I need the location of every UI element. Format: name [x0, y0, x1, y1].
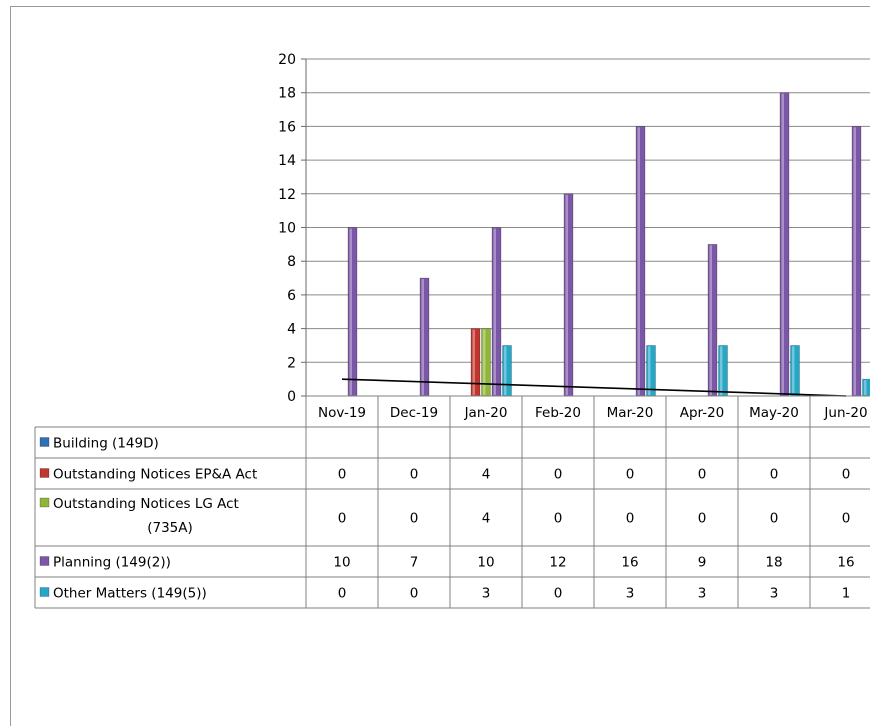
bar	[482, 329, 491, 396]
bar	[719, 345, 728, 396]
x-tick-label: Dec-19	[390, 405, 438, 421]
x-tick-label: May-20	[749, 405, 799, 421]
data-cell: 7	[410, 555, 419, 571]
data-cell: 12	[549, 555, 566, 571]
bar-highlight	[792, 346, 795, 395]
y-tick-label: 0	[287, 389, 296, 405]
bar	[852, 126, 861, 396]
bars	[348, 93, 870, 396]
x-tick-label: Jan-20	[464, 405, 508, 421]
data-cell: 4	[482, 467, 491, 483]
data-cell: 0	[842, 511, 851, 527]
data-cell: 0	[770, 511, 779, 527]
data-cell: 1	[842, 586, 851, 602]
bar-highlight	[854, 127, 857, 395]
y-tick-label: 14	[278, 153, 296, 169]
bar	[420, 278, 429, 396]
legend-swatch	[40, 469, 49, 478]
data-cell: 4	[482, 511, 491, 527]
data-cell: 0	[410, 467, 419, 483]
y-tick-label: 20	[278, 52, 296, 68]
bar-highlight	[483, 330, 486, 395]
y-tick-label: 12	[278, 187, 296, 203]
data-cell: 10	[333, 555, 350, 571]
bar-highlight	[782, 94, 785, 395]
series-label: Outstanding Notices LG Act	[53, 496, 239, 512]
bar	[636, 126, 645, 396]
data-cell: 0	[842, 467, 851, 483]
data-cell: 0	[338, 467, 347, 483]
legend-swatch	[40, 498, 49, 507]
bar	[564, 194, 573, 396]
y-tick-label: 4	[287, 322, 296, 338]
y-tick-label: 8	[287, 254, 296, 270]
bar-highlight	[494, 229, 497, 396]
bar-highlight	[638, 127, 641, 395]
bar	[791, 345, 800, 396]
bar-highlight	[504, 346, 507, 395]
data-cell: 3	[482, 586, 491, 602]
bar	[647, 345, 656, 396]
bar	[503, 345, 512, 396]
data-cell: 0	[338, 586, 347, 602]
data-cell: 0	[338, 511, 347, 527]
data-cell: 0	[626, 467, 635, 483]
data-cell: 0	[554, 511, 563, 527]
trendline	[342, 379, 846, 396]
data-cell: 0	[770, 467, 779, 483]
data-cell: 0	[698, 511, 707, 527]
series-label: Building (149D)	[53, 436, 159, 452]
bar-highlight	[350, 229, 353, 396]
x-tick-label: Apr-20	[680, 405, 725, 421]
bar	[708, 244, 717, 396]
bar-highlight	[648, 346, 651, 395]
bar	[492, 228, 501, 397]
data-cell: 0	[626, 511, 635, 527]
x-tick-label: Nov-19	[318, 405, 366, 421]
legend-swatch	[40, 438, 49, 447]
legend-swatch	[40, 557, 49, 566]
bar-highlight	[710, 245, 713, 395]
data-cell: 16	[621, 555, 638, 571]
data-cell: 16	[837, 555, 854, 571]
series-label: Other Matters (149(5))	[53, 586, 207, 602]
y-axis: 0 2 4 6 8 10 12 14 16 18 20	[278, 52, 306, 405]
series-label: Planning (149(2))	[53, 555, 171, 571]
bar-highlight	[864, 380, 867, 395]
data-cell: 9	[698, 555, 707, 571]
data-cell: 0	[410, 586, 419, 602]
data-cell: 0	[554, 586, 563, 602]
bar-highlight	[422, 279, 425, 395]
bar	[780, 93, 789, 396]
bar	[348, 228, 357, 397]
data-table: Nov-19 Dec-19 Jan-20 Feb-20 Mar-20 Apr-20 May-…	[35, 396, 870, 608]
y-tick-label: 16	[278, 119, 296, 135]
y-tick-label: 10	[278, 221, 296, 237]
y-tick-label: 18	[278, 86, 296, 102]
data-cell: 10	[477, 555, 494, 571]
series-label: (735A)	[147, 520, 193, 536]
x-tick-label: Mar-20	[607, 405, 654, 421]
bar-highlight	[720, 346, 723, 395]
data-cell: 3	[698, 586, 707, 602]
data-cell: 0	[698, 467, 707, 483]
series-label: Outstanding Notices EP&A Act	[53, 467, 257, 483]
data-cell: 0	[554, 467, 563, 483]
x-tick-label: Feb-20	[535, 405, 581, 421]
data-cell: 3	[626, 586, 635, 602]
trendline-line	[342, 379, 846, 396]
y-tick-label: 2	[287, 355, 296, 371]
data-cell: 18	[765, 555, 782, 571]
bar-highlight	[473, 330, 476, 395]
bar-highlight	[566, 195, 569, 395]
legend-swatch	[40, 588, 49, 597]
x-tick-label: Jun-20	[823, 405, 867, 421]
data-cell: 0	[410, 511, 419, 527]
bar	[471, 329, 480, 396]
y-tick-label: 6	[287, 288, 296, 304]
data-cell: 3	[770, 586, 779, 602]
